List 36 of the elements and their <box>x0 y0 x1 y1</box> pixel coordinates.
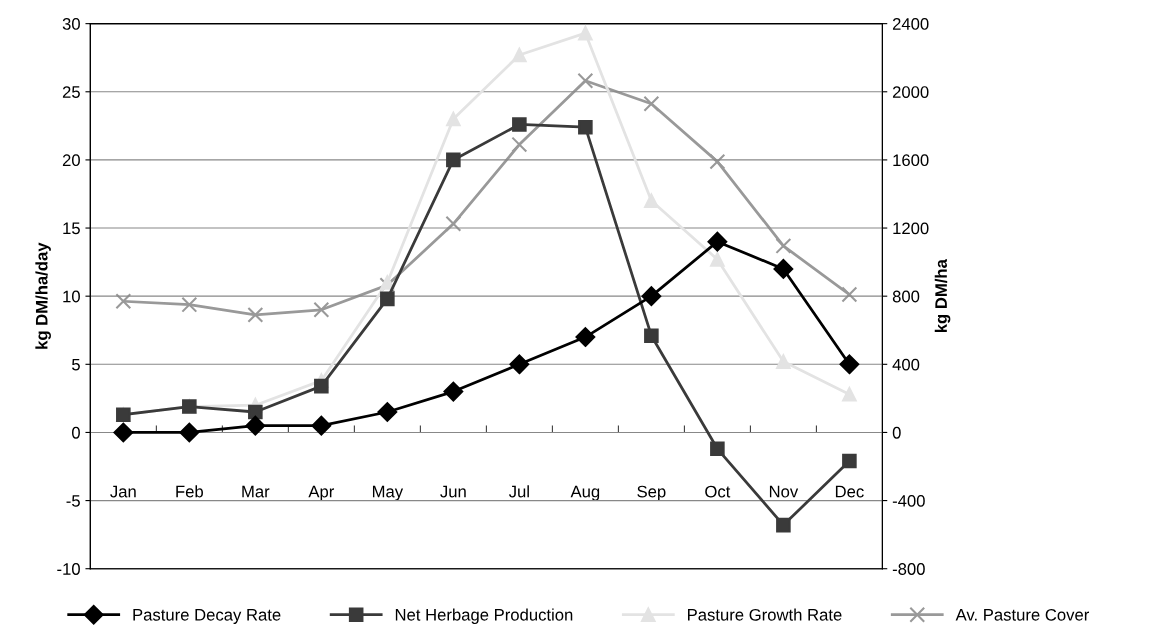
y2-tick-label: -400 <box>892 494 925 507</box>
y2-tick-label: 1200 <box>893 222 929 235</box>
x-tick-label: Nov <box>769 485 799 498</box>
legend-label: Av. Pasture Cover <box>955 608 1090 621</box>
y-tick-label: 5 <box>72 358 80 371</box>
y-tick-label: 15 <box>63 222 80 235</box>
y-axis-title: kg DM/ha/day <box>35 242 51 349</box>
x-tick-label: Mar <box>242 485 270 498</box>
y-tick-label: 10 <box>63 290 80 303</box>
y-tick-label: -10 <box>57 563 80 575</box>
legend-label: Net Herbage Production <box>395 608 573 624</box>
x-tick-label: Apr <box>308 485 335 501</box>
y-tick-label: 30 <box>62 18 80 30</box>
y2-tick-label: -800 <box>892 563 925 575</box>
y-tick-label: 0 <box>71 426 80 439</box>
y2-tick-label: 2400 <box>892 18 929 30</box>
y-tick-label: 25 <box>62 86 80 98</box>
y2-tick-label: 800 <box>892 290 920 303</box>
legend-label: Pasture Decay Rate <box>133 609 281 624</box>
x-tick-label: May <box>372 485 404 501</box>
y-tick-label: 20 <box>62 154 80 167</box>
x-tick-label: Sep <box>637 485 666 501</box>
y2-tick-label: 0 <box>892 426 901 439</box>
x-tick-label: Jun <box>440 485 466 498</box>
x-tick-label: Aug <box>570 485 600 501</box>
y2-tick-label: 400 <box>892 358 920 371</box>
x-tick-label: Oct <box>705 485 731 498</box>
y2-tick-label: 1600 <box>893 154 929 167</box>
y-tick-label: -5 <box>66 495 80 507</box>
x-tick-label: Jan <box>110 485 136 498</box>
legend-label: Pasture Growth Rate <box>688 608 842 621</box>
y2-axis-title: kg DM/ha <box>934 259 951 333</box>
x-tick-label: Dec <box>835 485 864 498</box>
y2-tick-label: 2000 <box>892 86 929 98</box>
x-tick-label: Jul <box>508 485 529 498</box>
x-tick-label: Feb <box>176 485 203 498</box>
